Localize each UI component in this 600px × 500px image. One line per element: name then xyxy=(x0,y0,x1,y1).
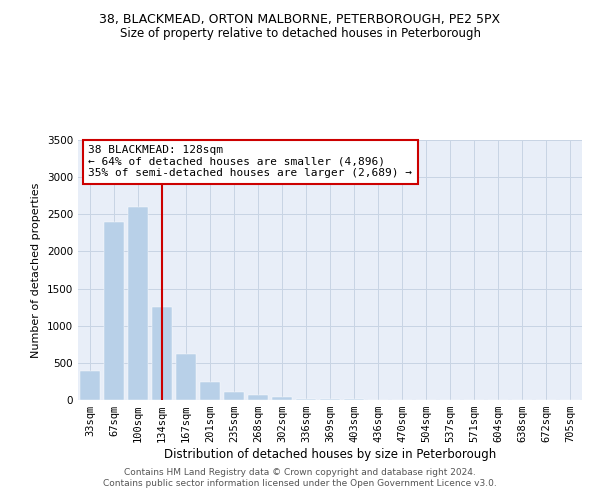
Y-axis label: Number of detached properties: Number of detached properties xyxy=(31,182,41,358)
Text: Size of property relative to detached houses in Peterborough: Size of property relative to detached ho… xyxy=(119,28,481,40)
Bar xyxy=(272,397,292,400)
Bar xyxy=(152,307,172,400)
Bar xyxy=(248,395,268,400)
X-axis label: Distribution of detached houses by size in Peterborough: Distribution of detached houses by size … xyxy=(164,448,496,461)
Bar xyxy=(320,399,340,400)
Text: Contains HM Land Registry data © Crown copyright and database right 2024.
Contai: Contains HM Land Registry data © Crown c… xyxy=(103,468,497,487)
Bar xyxy=(200,382,220,400)
Text: 38 BLACKMEAD: 128sqm
← 64% of detached houses are smaller (4,896)
35% of semi-de: 38 BLACKMEAD: 128sqm ← 64% of detached h… xyxy=(88,145,412,178)
Bar xyxy=(104,222,124,400)
Bar xyxy=(80,371,100,400)
Bar xyxy=(128,207,148,400)
Text: 38, BLACKMEAD, ORTON MALBORNE, PETERBOROUGH, PE2 5PX: 38, BLACKMEAD, ORTON MALBORNE, PETERBORO… xyxy=(100,12,500,26)
Bar xyxy=(224,392,244,400)
Bar xyxy=(176,354,196,400)
Bar xyxy=(296,398,316,400)
